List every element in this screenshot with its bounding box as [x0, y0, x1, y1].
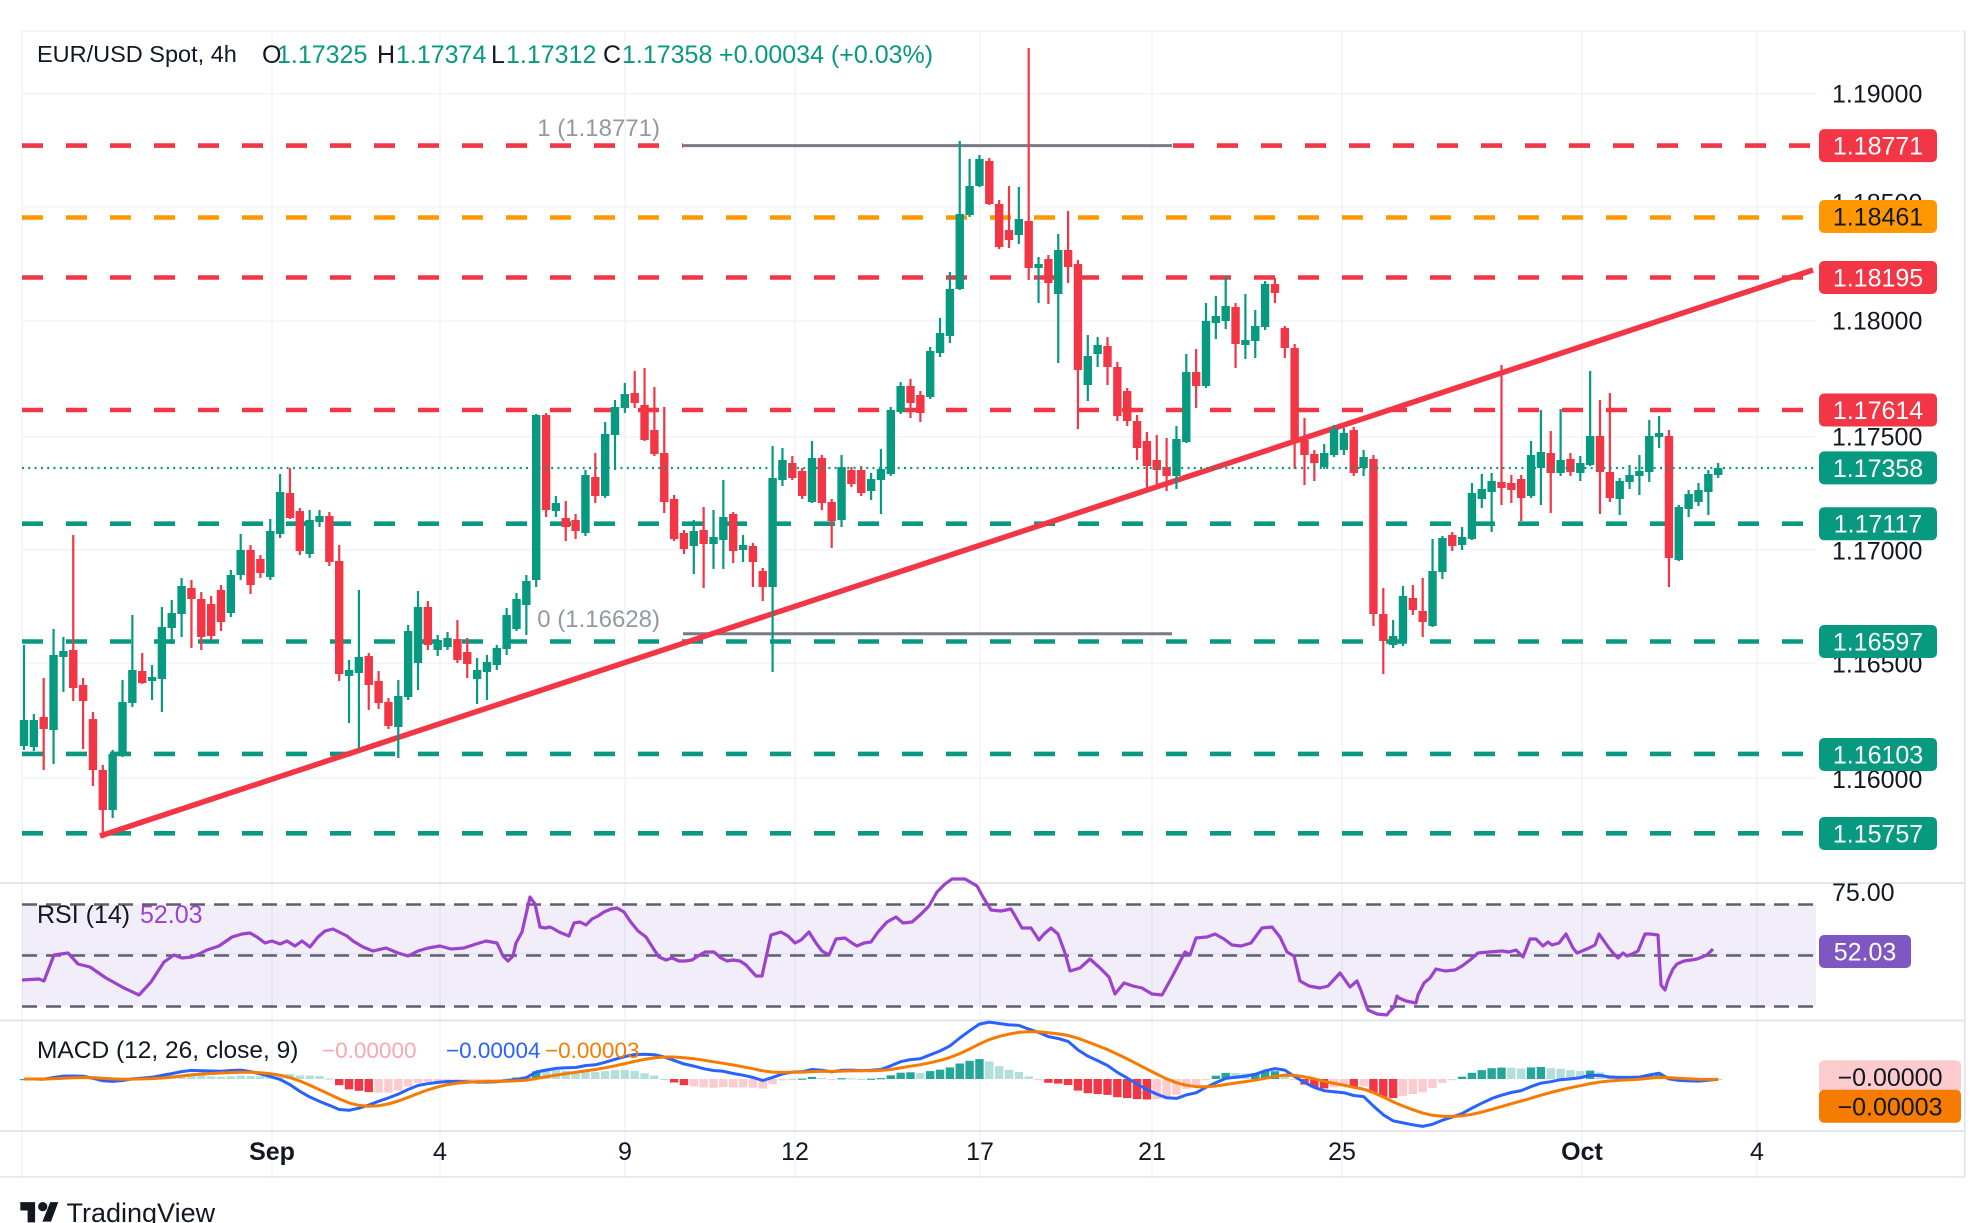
svg-text:−0.00000: −0.00000: [322, 1038, 416, 1063]
svg-text:−0.00000: −0.00000: [1838, 1064, 1943, 1092]
svg-text:1.16597: 1.16597: [1833, 629, 1923, 657]
svg-text:1.17000: 1.17000: [1832, 537, 1922, 565]
svg-text:52.03: 52.03: [1834, 939, 1897, 967]
svg-text:1.18461: 1.18461: [1833, 204, 1923, 232]
svg-text:1.17374: 1.17374: [396, 41, 486, 69]
svg-text:1.17325: 1.17325: [277, 41, 367, 69]
svg-text:H: H: [377, 41, 395, 69]
svg-text:1 (1.18771): 1 (1.18771): [537, 115, 660, 142]
svg-text:TradingView: TradingView: [67, 1198, 216, 1223]
svg-text:−0.00004: −0.00004: [446, 1038, 540, 1063]
svg-text:Sep: Sep: [249, 1138, 295, 1166]
svg-text:1.15757: 1.15757: [1833, 821, 1923, 849]
svg-text:4: 4: [1750, 1138, 1764, 1166]
svg-text:25: 25: [1328, 1138, 1356, 1166]
svg-text:1.17614: 1.17614: [1833, 397, 1923, 425]
svg-text:17: 17: [966, 1138, 994, 1166]
svg-text:1.19000: 1.19000: [1832, 81, 1922, 109]
svg-text:1.17312: 1.17312: [506, 41, 596, 69]
svg-text:+0.00034 (+0.03%): +0.00034 (+0.03%): [719, 41, 933, 69]
svg-text:75.00: 75.00: [1832, 879, 1895, 907]
svg-text:1.16103: 1.16103: [1833, 742, 1923, 770]
svg-text:L: L: [491, 41, 505, 69]
svg-text:1.17117: 1.17117: [1834, 511, 1923, 539]
svg-text:1.17358: 1.17358: [1833, 455, 1923, 483]
svg-text:1.17500: 1.17500: [1832, 423, 1922, 451]
svg-text:−0.00003: −0.00003: [1838, 1093, 1943, 1121]
svg-text:Oct: Oct: [1561, 1138, 1603, 1166]
svg-text:EUR/USD Spot, 4h: EUR/USD Spot, 4h: [37, 41, 237, 67]
svg-text:MACD (12, 26, close, 9): MACD (12, 26, close, 9): [37, 1037, 298, 1064]
svg-text:−0.00003: −0.00003: [545, 1038, 639, 1063]
svg-text:O: O: [262, 41, 281, 69]
svg-text:RSI (14): RSI (14): [37, 901, 130, 929]
svg-text:52.03: 52.03: [140, 901, 203, 929]
svg-text:1.18195: 1.18195: [1833, 265, 1923, 293]
svg-text:0 (1.16628): 0 (1.16628): [537, 606, 660, 633]
svg-text:4: 4: [433, 1138, 447, 1166]
svg-text:1.17358: 1.17358: [622, 41, 712, 69]
svg-text:21: 21: [1138, 1138, 1166, 1166]
svg-text:1.18000: 1.18000: [1832, 308, 1922, 336]
svg-text:C: C: [603, 41, 621, 69]
svg-text:9: 9: [618, 1138, 632, 1166]
svg-text:12: 12: [781, 1138, 809, 1166]
svg-text:1.18771: 1.18771: [1833, 133, 1923, 161]
